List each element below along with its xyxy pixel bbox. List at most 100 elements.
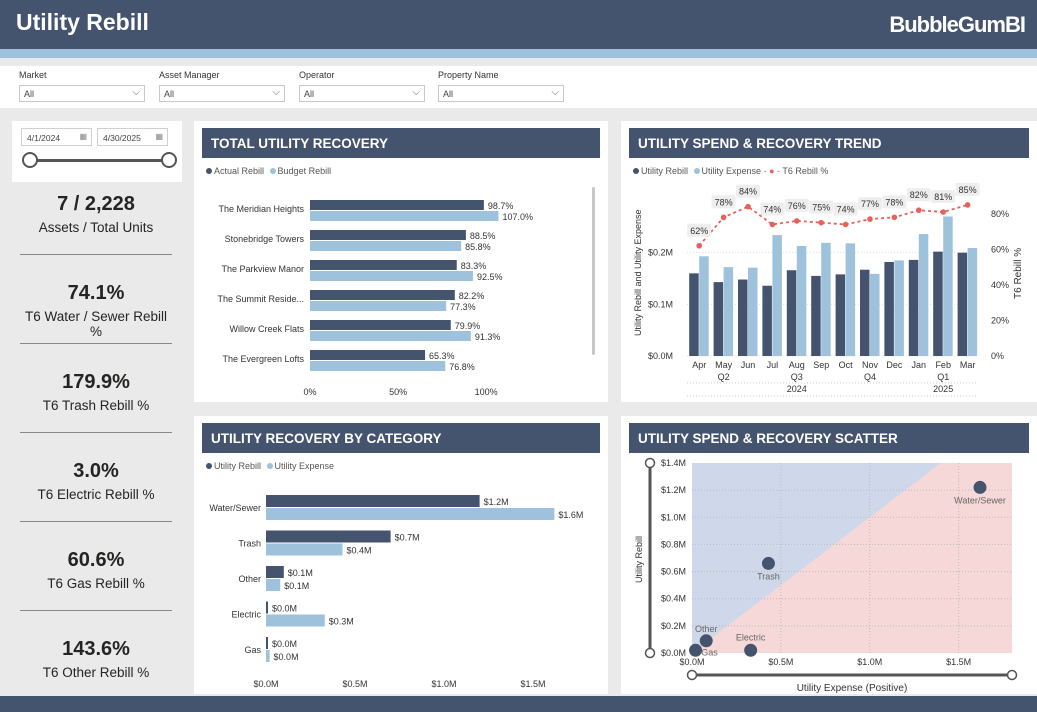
x-axis-title: Utility Expense (Positive)	[797, 683, 908, 694]
expense-bar	[918, 234, 929, 356]
budget-bar	[310, 301, 447, 311]
end-date: 4/30/2025	[103, 133, 141, 143]
x-tick-label: $1.0M	[857, 657, 882, 667]
y-axis-title: Utility Rebill and Utility Expense	[633, 209, 643, 336]
category-label: Water/Sewer	[209, 503, 261, 513]
y2-tick-label: 80%	[991, 209, 1009, 219]
data-label: 107.0%	[502, 212, 533, 222]
rebill-bar	[957, 252, 968, 356]
month-label: Feb	[935, 360, 951, 370]
y2-tick-label: 20%	[991, 315, 1009, 325]
data-label: 91.3%	[475, 332, 501, 342]
data-label: $0.1M	[288, 568, 313, 578]
data-label-bg	[858, 197, 882, 211]
kpi-value: 7 / 2,228	[57, 193, 135, 215]
y-axis-title: Utility Rebill	[634, 536, 644, 583]
date-slider-end-handle[interactable]	[161, 152, 177, 168]
data-label: $0.0M	[272, 639, 297, 649]
rebill-bar	[860, 269, 870, 356]
data-label: $0.3M	[329, 617, 354, 627]
point-label: Water/Sewer	[954, 495, 1006, 505]
scrollbar[interactable]	[592, 187, 595, 355]
start-date-input[interactable]: 4/1/2024 ▦	[21, 128, 92, 146]
data-label-bg	[711, 195, 736, 209]
data-label: $0.1M	[284, 581, 309, 591]
data-label: 74%	[763, 204, 781, 214]
asset-manager-dropdown[interactable]: All ⌵	[159, 85, 285, 102]
rebill-pct-point	[891, 214, 898, 221]
chevron-down-icon: ⌵	[551, 87, 559, 98]
chevron-down-icon: ⌵	[272, 87, 280, 98]
scatter-point	[689, 643, 703, 657]
category-label: Stonebridge Towers	[225, 234, 305, 244]
expense-bar	[943, 216, 953, 356]
x-tick-label: $0.5M	[768, 657, 793, 667]
end-date-input[interactable]: 4/30/2025 ▦	[97, 128, 168, 146]
above-parity-region	[692, 463, 941, 653]
expense-bar	[266, 543, 343, 556]
dropdown-value: All	[164, 89, 175, 99]
calendar-icon[interactable]: ▦	[79, 132, 87, 141]
filter-label: Operator	[299, 70, 335, 80]
divider	[20, 343, 172, 344]
y-slider-handle[interactable]	[644, 647, 656, 659]
x-tick-label: $0.0M	[679, 657, 704, 667]
y-tick-label: $0.4M	[661, 594, 686, 604]
market-dropdown[interactable]: All ⌵	[19, 85, 145, 102]
rebill-bar	[266, 637, 268, 649]
point-label: Electric	[736, 632, 766, 642]
category-panel: UTILITY RECOVERY BY CATEGORY Utility Reb…	[194, 416, 608, 694]
data-label-bg	[736, 184, 760, 198]
data-label: 65.3%	[429, 351, 455, 361]
filter-market: Market All ⌵	[19, 70, 145, 102]
legend-line-icon: - ● -	[763, 166, 781, 176]
y2-tick-label: 60%	[991, 244, 1009, 254]
rebill-pct-point	[745, 203, 751, 210]
operator-dropdown[interactable]: All ⌵	[299, 85, 425, 102]
month-label: Aug	[789, 360, 805, 370]
property-name-dropdown[interactable]: All ⌵	[438, 85, 564, 102]
dropdown-value: All	[24, 89, 35, 99]
x-slider-handle[interactable]	[686, 669, 698, 681]
rebill-bar	[933, 251, 943, 356]
x-tick-label: 50%	[389, 387, 407, 397]
filter-operator: Operator All ⌵	[299, 70, 425, 102]
data-label: 85.8%	[465, 242, 491, 252]
category-label: The Evergreen Lofts	[222, 354, 304, 364]
data-label: 76.8%	[449, 362, 475, 372]
expense-bar	[967, 248, 978, 356]
expense-bar	[266, 650, 270, 662]
scatter-point	[973, 480, 987, 494]
point-label: Trash	[757, 571, 780, 581]
x-slider-handle[interactable]	[1006, 669, 1018, 681]
data-label: 62%	[690, 226, 708, 236]
filter-asset-manager: Asset Manager All ⌵	[159, 70, 285, 102]
data-label-bg	[784, 198, 809, 212]
rebill-bar	[266, 601, 268, 614]
date-slider-start-handle[interactable]	[22, 152, 38, 168]
data-label: 85%	[959, 185, 977, 195]
y2-tick-label: 40%	[991, 280, 1009, 290]
kpi-card: 74.1% T6 Water / Sewer Rebill %	[20, 282, 172, 339]
data-label: $1.6M	[558, 510, 583, 520]
data-label: 78%	[715, 197, 733, 207]
legend-dot	[269, 168, 276, 174]
dropdown-value: All	[304, 89, 315, 99]
legend-dot	[206, 463, 212, 469]
chevron-down-icon: ⌵	[412, 87, 420, 98]
data-label-bg	[882, 195, 907, 209]
expense-bar	[845, 243, 856, 356]
data-label: $0.0M	[274, 652, 299, 662]
calendar-icon[interactable]: ▦	[155, 132, 163, 141]
rebill-pct-line	[698, 204, 968, 247]
data-label: 76%	[788, 201, 806, 211]
footer-bar	[0, 696, 1037, 712]
y-slider-handle[interactable]	[644, 457, 656, 469]
header: Utility Rebill BubbleGumBI	[0, 0, 1037, 49]
budget-bar	[310, 211, 499, 221]
kpi-value: 3.0%	[73, 460, 119, 482]
date-slider-track[interactable]	[29, 159, 169, 162]
divider	[20, 610, 172, 611]
y2-axis-title: T6 Rebill %	[1013, 248, 1024, 299]
month-label: Apr	[692, 360, 706, 370]
